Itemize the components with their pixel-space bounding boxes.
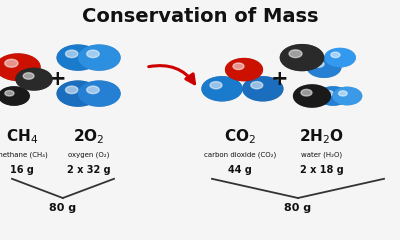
Circle shape <box>202 77 242 101</box>
Text: 44 g: 44 g <box>228 165 252 175</box>
Text: Conservation of Mass: Conservation of Mass <box>82 7 318 26</box>
Circle shape <box>57 81 99 106</box>
Circle shape <box>280 45 324 71</box>
Circle shape <box>78 81 120 106</box>
Circle shape <box>202 77 242 101</box>
Circle shape <box>280 45 324 71</box>
Circle shape <box>57 45 99 70</box>
Circle shape <box>289 50 302 58</box>
Circle shape <box>251 82 263 89</box>
Circle shape <box>307 57 341 77</box>
Circle shape <box>57 45 99 70</box>
Text: water (H₂O): water (H₂O) <box>302 151 342 158</box>
Circle shape <box>78 81 120 106</box>
Text: +: + <box>271 69 289 89</box>
Circle shape <box>301 89 312 96</box>
Circle shape <box>325 48 355 67</box>
Circle shape <box>0 54 40 80</box>
Circle shape <box>233 63 244 70</box>
Circle shape <box>243 77 283 101</box>
Circle shape <box>314 61 324 67</box>
Circle shape <box>333 87 362 105</box>
Text: 2 x 32 g: 2 x 32 g <box>67 165 111 175</box>
Text: 2 x 18 g: 2 x 18 g <box>300 165 344 175</box>
Circle shape <box>210 82 222 89</box>
Circle shape <box>78 45 120 70</box>
Text: 2H$_2$O: 2H$_2$O <box>300 127 344 146</box>
Circle shape <box>16 68 52 90</box>
Circle shape <box>325 48 355 67</box>
Circle shape <box>307 57 341 77</box>
Text: 80 g: 80 g <box>284 203 312 213</box>
Circle shape <box>0 87 29 105</box>
Circle shape <box>318 87 348 105</box>
Circle shape <box>294 85 330 107</box>
Text: 16 g: 16 g <box>10 165 34 175</box>
Circle shape <box>57 81 99 106</box>
Circle shape <box>5 90 14 96</box>
Text: CO$_2$: CO$_2$ <box>224 127 256 146</box>
Circle shape <box>5 59 18 67</box>
Circle shape <box>333 87 362 105</box>
Text: CH$_4$: CH$_4$ <box>6 127 38 146</box>
Circle shape <box>78 45 120 70</box>
Circle shape <box>331 52 340 58</box>
Circle shape <box>226 59 262 81</box>
Circle shape <box>226 59 262 81</box>
Circle shape <box>324 90 333 96</box>
Circle shape <box>66 50 78 58</box>
Circle shape <box>16 68 52 90</box>
Circle shape <box>294 85 330 107</box>
Text: 2O$_2$: 2O$_2$ <box>73 127 104 146</box>
Text: carbon dioxide (CO₂): carbon dioxide (CO₂) <box>204 151 276 158</box>
Text: methane (CH₄): methane (CH₄) <box>0 151 48 158</box>
Circle shape <box>87 86 99 94</box>
Circle shape <box>243 77 283 101</box>
Text: oxygen (O₂): oxygen (O₂) <box>68 151 110 158</box>
Circle shape <box>338 91 347 96</box>
Circle shape <box>66 86 78 94</box>
Text: 80 g: 80 g <box>49 203 76 213</box>
Circle shape <box>23 73 34 79</box>
Circle shape <box>0 87 29 105</box>
Circle shape <box>318 87 348 105</box>
Circle shape <box>87 50 99 58</box>
Text: +: + <box>49 69 67 89</box>
Circle shape <box>0 54 40 80</box>
